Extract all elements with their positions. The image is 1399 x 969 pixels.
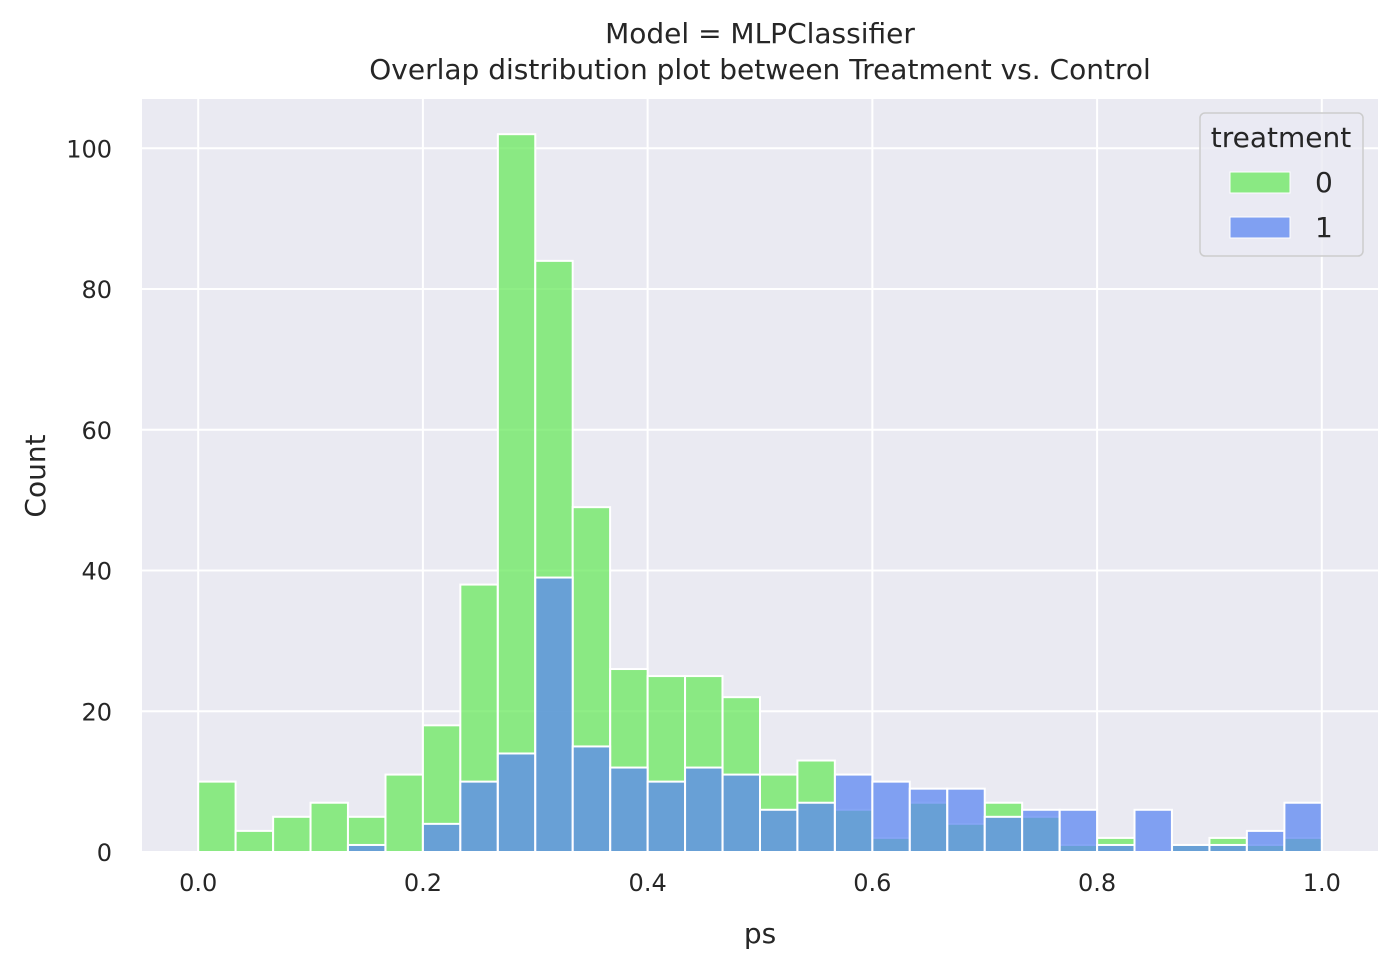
legend-label-1: 1 (1315, 211, 1333, 244)
x-tick-label-5: 1.0 (1303, 869, 1341, 897)
bar-series-1-bin-18 (871, 780, 911, 853)
x-tick-label-1: 0.2 (404, 869, 442, 897)
bar-series-1-bin-16 (796, 801, 836, 854)
bar-series-1-bin-28 (1245, 829, 1286, 854)
x-tick-label-2: 0.4 (629, 869, 667, 897)
histogram-bars (197, 133, 1323, 854)
x-tick-label-4: 0.8 (1078, 869, 1116, 897)
bar-series-1-bin-4 (346, 843, 387, 854)
bar-series-1-bin-11 (609, 766, 649, 853)
bar-series-0-bin-2 (272, 815, 312, 854)
bar-series-1-bin-17 (833, 773, 874, 854)
bar-series-1-bin-25 (1133, 808, 1173, 853)
bar-series-1-bin-21 (983, 815, 1024, 854)
y-tick-label-4: 80 (81, 276, 112, 304)
chart-title-line1: Model = MLPClassifier (605, 17, 915, 50)
bar-series-1-bin-24 (1096, 843, 1136, 854)
legend: treatment 0 1 (1199, 112, 1364, 257)
bar-series-0-bin-5 (384, 773, 424, 854)
x-axis-ticks: 0.0 0.2 0.4 0.6 0.8 1.0 (179, 869, 1341, 897)
legend-swatch-0 (1229, 171, 1291, 194)
bar-series-1-bin-14 (721, 773, 761, 854)
x-tick-label-3: 0.6 (853, 869, 891, 897)
y-tick-label-5: 100 (66, 135, 112, 163)
y-tick-label-3: 60 (81, 417, 112, 445)
bar-series-1-bin-12 (646, 780, 687, 853)
bar-series-1-bin-22 (1021, 808, 1061, 853)
bar-series-1-bin-27 (1208, 843, 1248, 854)
legend-title: treatment (1211, 121, 1351, 154)
bar-series-1-bin-15 (759, 808, 799, 853)
bar-series-1-bin-20 (946, 787, 986, 854)
y-tick-label-2: 40 (81, 558, 112, 586)
bar-series-0-bin-1 (234, 829, 275, 854)
legend-label-0: 0 (1315, 166, 1333, 199)
x-tick-label-0: 0.0 (179, 869, 217, 897)
bar-series-1-bin-10 (571, 745, 612, 854)
chart-title-line2: Overlap distribution plot between Treatm… (369, 53, 1151, 86)
bar-series-1-bin-8 (496, 752, 537, 853)
legend-swatch-1 (1229, 216, 1291, 239)
bar-series-1-bin-9 (534, 576, 574, 853)
bar-series-1-bin-19 (908, 787, 949, 854)
bar-series-1-bin-7 (459, 780, 499, 853)
y-axis-label: Count (19, 434, 52, 517)
bar-series-1-bin-6 (421, 822, 462, 853)
bar-series-1-bin-29 (1283, 801, 1323, 854)
bar-series-1-bin-23 (1058, 808, 1099, 853)
bar-series-0-bin-3 (309, 801, 349, 854)
bar-series-0-bin-8 (496, 133, 537, 854)
bar-series-0-bin-0 (197, 780, 237, 853)
bar-series-1-bin-26 (1171, 843, 1211, 854)
x-axis-label: ps (744, 917, 776, 950)
y-tick-label-1: 20 (81, 698, 112, 726)
y-tick-label-0: 0 (97, 839, 112, 867)
y-axis-ticks: 0 20 40 60 80 100 (66, 135, 112, 867)
bar-series-1-bin-13 (684, 766, 724, 853)
